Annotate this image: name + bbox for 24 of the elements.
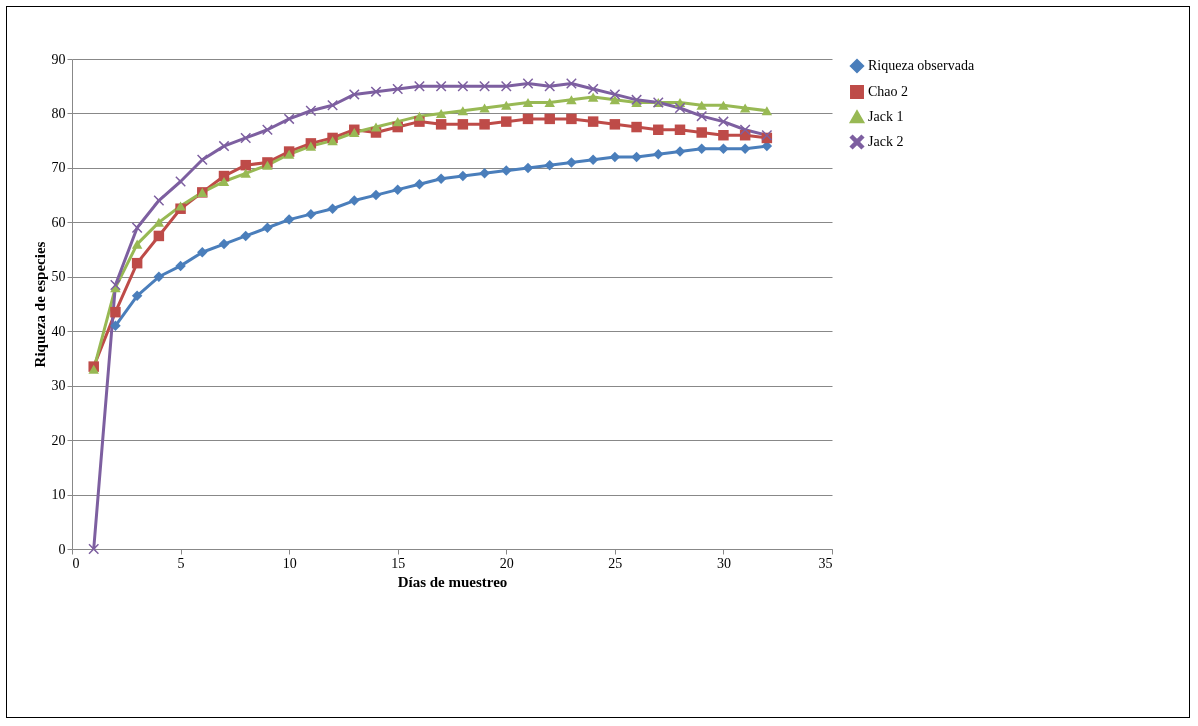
x-axis-title: Días de muestreo <box>397 573 508 590</box>
x-tick-label: 20 <box>499 555 514 571</box>
x-tick-label: 5 <box>177 555 185 571</box>
y-tick-label: 30 <box>51 378 66 394</box>
y-tick-label: 40 <box>51 323 66 339</box>
legend-label: Jack 2 <box>868 134 904 149</box>
y-tick-label: 80 <box>51 105 66 121</box>
y-tick-label: 50 <box>51 269 66 285</box>
x-tick-label: 15 <box>391 555 406 571</box>
legend-label: Chao 2 <box>868 84 909 99</box>
y-tick-label: 60 <box>51 214 66 230</box>
x-tick-label: 0 <box>72 555 80 571</box>
x-tick-label: 10 <box>282 555 297 571</box>
legend-label: Riqueza observada <box>868 58 975 73</box>
x-tick-label: 35 <box>818 555 833 571</box>
y-tick-label: 20 <box>51 432 66 448</box>
y-axis-title: Riqueza de especies <box>31 241 48 368</box>
legend-label: Jack 1 <box>868 109 904 124</box>
y-tick-label: 10 <box>51 487 66 503</box>
y-tick-label: 70 <box>51 160 66 176</box>
y-tick-label: 90 <box>51 51 66 67</box>
y-tick-label: 0 <box>58 541 66 557</box>
x-tick-label: 30 <box>716 555 731 571</box>
x-tick-label: 25 <box>608 555 623 571</box>
